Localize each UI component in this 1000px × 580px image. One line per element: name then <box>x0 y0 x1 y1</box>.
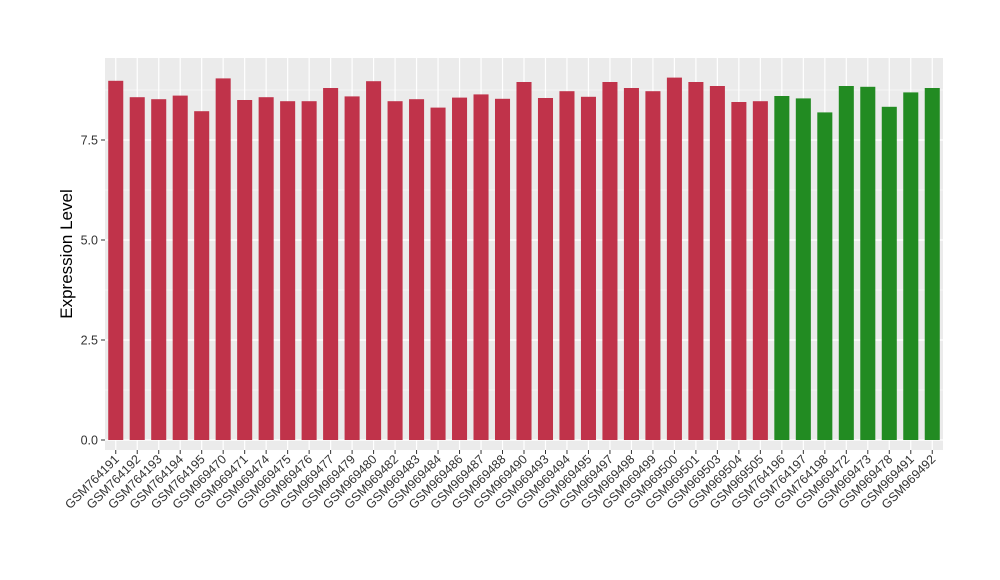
bar <box>903 92 919 441</box>
bar <box>323 88 339 440</box>
bar <box>580 96 596 441</box>
bar <box>688 82 704 440</box>
bar <box>151 99 167 440</box>
y-axis-ticks: 0.0 2.5 5.0 7.5 <box>81 134 105 448</box>
bar <box>559 91 575 440</box>
bar <box>838 86 854 440</box>
y-tick-label: 5.0 <box>81 234 98 248</box>
bar <box>602 82 618 440</box>
bar <box>108 80 124 441</box>
bar <box>430 107 446 440</box>
bar <box>795 98 811 441</box>
y-tick-label: 0.0 <box>81 434 98 448</box>
bar <box>237 100 253 440</box>
y-tick-label: 2.5 <box>81 334 98 348</box>
bar <box>817 112 833 441</box>
bar <box>881 106 897 441</box>
bar <box>774 96 790 440</box>
bar <box>301 101 317 440</box>
bar <box>623 88 639 440</box>
bar <box>537 98 554 440</box>
bar <box>280 101 296 440</box>
bar <box>129 97 145 440</box>
bar <box>752 101 768 440</box>
bar <box>860 86 876 441</box>
bar <box>731 102 747 440</box>
bars <box>108 77 940 441</box>
bar <box>194 111 210 440</box>
bar <box>709 86 725 440</box>
bar <box>172 95 188 440</box>
bar <box>215 78 231 441</box>
bar <box>473 94 489 441</box>
bar <box>645 91 661 440</box>
bar <box>409 99 425 440</box>
x-axis-ticks: GSM764191GSM764192GSM764193GSM764194GSM7… <box>62 450 938 512</box>
bar <box>516 82 532 440</box>
y-axis-title: Expression Level <box>57 189 76 318</box>
bar <box>344 96 360 441</box>
bar <box>924 88 940 440</box>
bar <box>258 97 274 440</box>
bar <box>366 81 382 440</box>
bar <box>666 77 682 440</box>
bar <box>387 101 403 440</box>
bar <box>494 98 511 441</box>
y-tick-label: 7.5 <box>81 134 98 148</box>
bar <box>452 97 468 440</box>
